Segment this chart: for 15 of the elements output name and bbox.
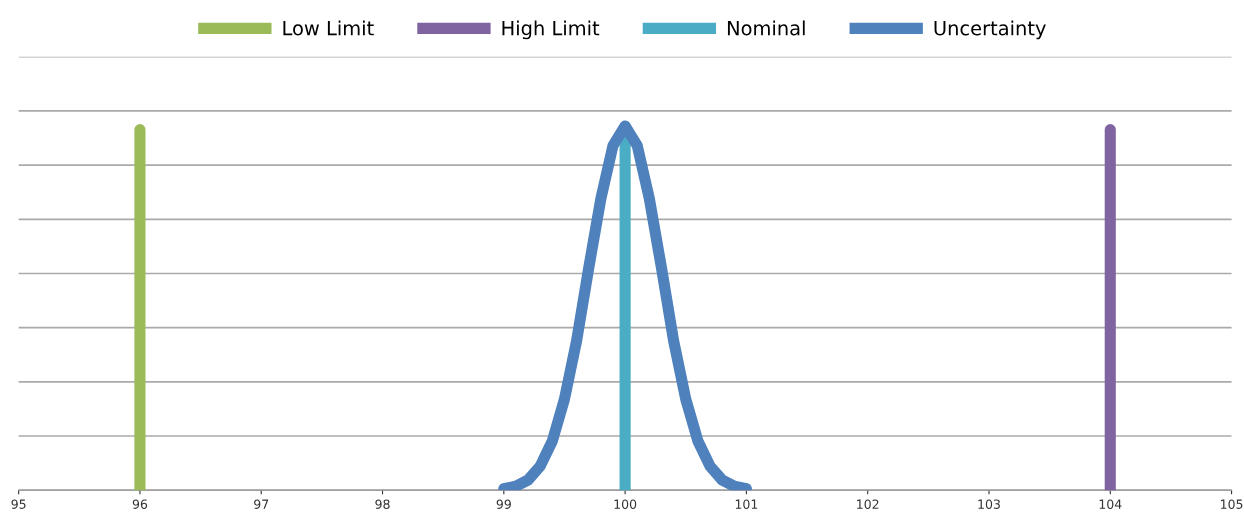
x-tick-label: 105 [1221, 499, 1243, 509]
x-tick-label: 98 [375, 499, 390, 509]
legend-label: High Limit [502, 20, 600, 40]
x-tick-label: 102 [857, 499, 879, 509]
legend-label: Uncertainty [934, 20, 1046, 40]
x-tick-label: 95 [11, 499, 26, 509]
legend-label: Nominal [727, 20, 805, 36]
legend-label: Low Limit [283, 20, 374, 36]
x-tick-label: 104 [1099, 499, 1122, 509]
x-tick-label: 103 [978, 499, 1000, 509]
x-tick-label: 101 [735, 499, 758, 509]
x-tick-label: 99 [496, 499, 511, 509]
x-tick-label: 97 [254, 499, 269, 509]
x-tick-label: 96 [132, 499, 148, 509]
x-tick-label: 100 [614, 499, 637, 509]
